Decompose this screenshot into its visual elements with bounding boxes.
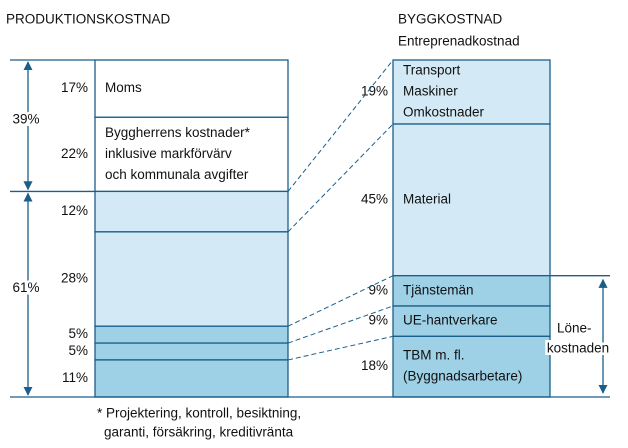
group-label: 61%	[12, 280, 39, 295]
value-label: 9%	[368, 313, 388, 328]
connector	[287, 123, 394, 233]
segment-label: Byggherrens kostnader*	[105, 125, 251, 140]
segment-label: Tjänstemän	[403, 282, 474, 297]
segment-label: UE-hantverkare	[403, 313, 498, 328]
value-label: 28%	[61, 271, 88, 286]
connector	[287, 305, 394, 344]
connector	[287, 335, 394, 361]
value-label: 5%	[68, 343, 88, 358]
connector	[287, 59, 394, 192]
connector	[287, 275, 394, 327]
left-title: PRODUKTIONSKOSTNAD	[6, 12, 171, 27]
segment-label: (Byggnadsarbetare)	[403, 369, 522, 384]
segment-label: inklusive markförvärv	[105, 146, 232, 161]
value-label: 11%	[62, 370, 88, 385]
value-label: 5%	[68, 326, 88, 341]
group-label: kostnaden	[547, 341, 609, 356]
segment-label: TBM m. fl.	[403, 348, 465, 363]
segment-label: Transport	[403, 63, 461, 78]
value-label: 45%	[361, 191, 388, 206]
group-label: 39%	[12, 111, 39, 126]
segment	[94, 116, 289, 193]
value-label: 22%	[61, 146, 88, 161]
segment	[94, 325, 289, 344]
segment	[94, 231, 289, 327]
segment	[94, 190, 289, 233]
segment	[392, 305, 551, 337]
footnote: * Projektering, kontroll, besiktning,	[97, 406, 301, 421]
value-label: 9%	[368, 282, 388, 297]
segment-label: Material	[403, 191, 451, 206]
segment	[94, 359, 289, 398]
value-label: 18%	[361, 358, 388, 373]
group-label: Löne-	[557, 321, 592, 336]
value-label: 19%	[361, 84, 388, 99]
right-subtitle: Entreprenadkostnad	[398, 34, 520, 49]
segment	[94, 59, 289, 118]
segment	[392, 335, 551, 398]
segment	[392, 123, 551, 277]
segment	[94, 342, 289, 361]
segment-label: och kommunala avgifter	[105, 167, 249, 182]
segment-label: Moms	[105, 80, 142, 95]
value-label: 17%	[61, 80, 88, 95]
footnote: garanti, försäkring, kreditivränta	[104, 425, 294, 440]
segment-label: Omkostnader	[403, 105, 485, 120]
right-title: BYGGKOSTNAD	[398, 12, 503, 27]
segment-label: Maskiner	[403, 84, 458, 99]
segment	[392, 59, 551, 125]
value-label: 12%	[61, 203, 88, 218]
